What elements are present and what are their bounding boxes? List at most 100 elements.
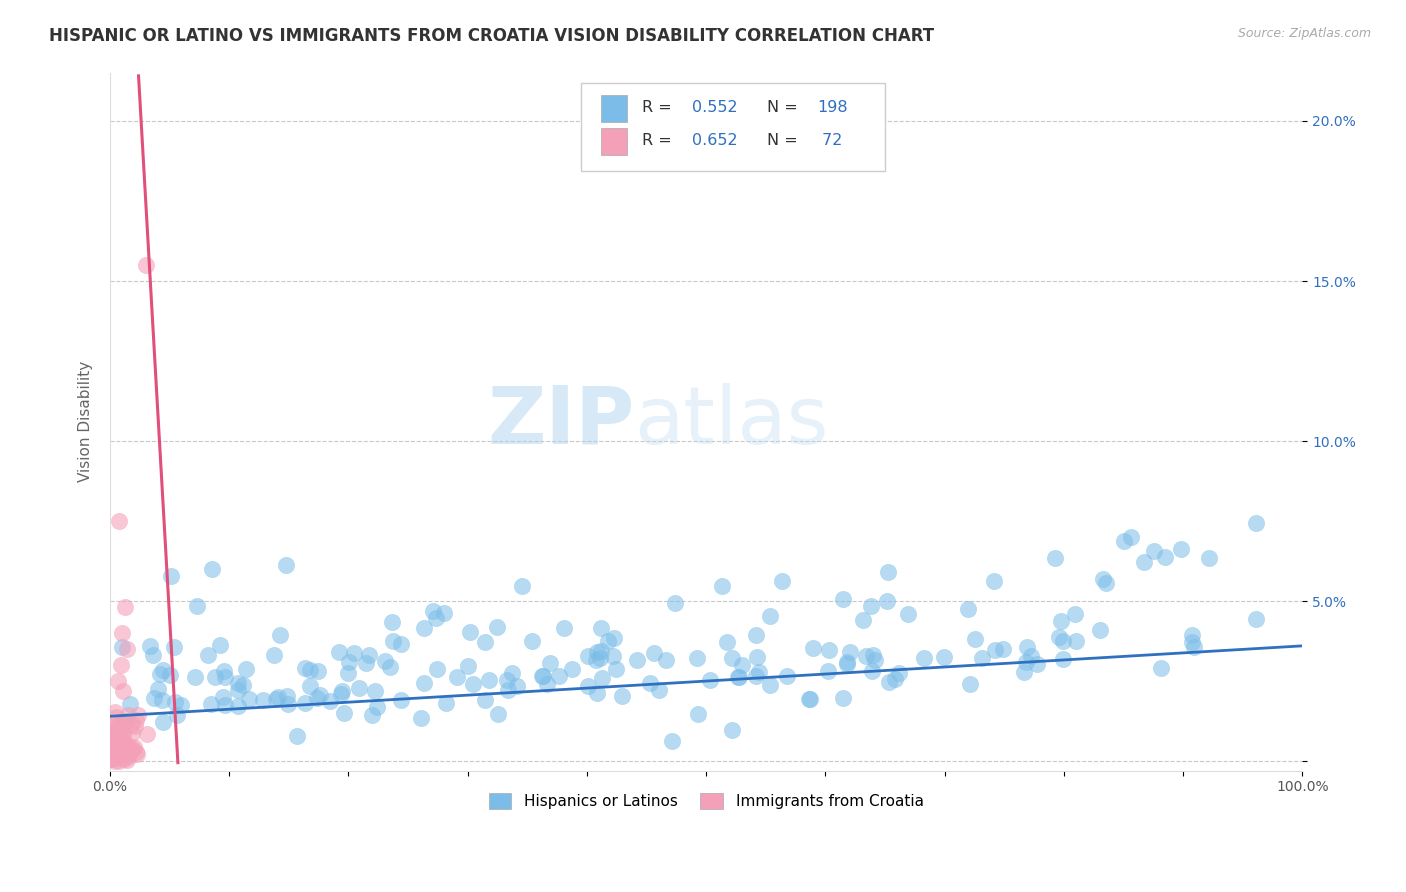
Point: [112, 683, 135, 698]
Point: [381, 615, 404, 629]
Bar: [602, 128, 627, 154]
Point: [876, 565, 898, 579]
Point: [538, 656, 561, 670]
Point: [855, 648, 877, 663]
Point: [104, 742, 127, 756]
Point: [411, 710, 433, 724]
Point: [1154, 549, 1177, 564]
Point: [818, 643, 841, 657]
Point: [127, 747, 149, 761]
Point: [685, 651, 707, 665]
Point: [547, 669, 569, 683]
Point: [118, 697, 141, 711]
Point: [101, 739, 124, 753]
Point: [200, 697, 222, 711]
Point: [115, 642, 138, 657]
Text: N =: N =: [766, 100, 803, 115]
Point: [1047, 630, 1070, 644]
Point: [299, 679, 322, 693]
Point: [100, 752, 122, 766]
Point: [235, 662, 257, 676]
Point: [330, 687, 353, 701]
Point: [832, 592, 855, 607]
Point: [360, 707, 382, 722]
Point: [374, 654, 396, 668]
Point: [100, 751, 122, 765]
Point: [263, 648, 285, 663]
Point: [883, 673, 905, 687]
Point: [643, 646, 665, 660]
Point: [501, 666, 523, 681]
Point: [1244, 516, 1267, 530]
Point: [114, 738, 136, 752]
Point: [104, 723, 127, 737]
Point: [727, 670, 749, 684]
Point: [212, 664, 235, 678]
Point: [139, 640, 162, 654]
Point: [1091, 573, 1114, 587]
Point: [586, 686, 609, 700]
Point: [366, 700, 388, 714]
Point: [105, 742, 128, 756]
Point: [897, 607, 920, 621]
Point: [381, 634, 404, 648]
Point: [1198, 551, 1220, 566]
Point: [887, 666, 910, 681]
Point: [1119, 530, 1142, 544]
Point: [1181, 635, 1204, 649]
FancyBboxPatch shape: [581, 84, 884, 170]
Point: [112, 730, 135, 744]
Point: [112, 745, 135, 759]
Point: [716, 634, 738, 648]
Point: [252, 693, 274, 707]
Point: [721, 723, 744, 737]
Point: [121, 726, 143, 740]
Point: [110, 658, 132, 673]
Point: [461, 677, 484, 691]
Point: [598, 633, 620, 648]
Point: [561, 662, 583, 676]
Point: [354, 657, 377, 671]
Point: [832, 690, 855, 705]
Point: [520, 634, 543, 648]
Point: [602, 648, 624, 663]
Point: [744, 669, 766, 683]
Point: [413, 676, 436, 690]
Point: [148, 681, 170, 696]
Point: [835, 656, 858, 670]
Point: [1088, 623, 1111, 637]
Point: [111, 626, 134, 640]
Point: [226, 675, 249, 690]
Point: [797, 691, 820, 706]
Point: [100, 746, 122, 760]
Point: [576, 679, 599, 693]
Point: [100, 727, 122, 741]
Point: [121, 741, 143, 756]
Point: [603, 631, 626, 645]
Point: [1064, 634, 1087, 648]
Point: [232, 678, 254, 692]
Point: [865, 652, 887, 666]
Point: [117, 739, 139, 754]
Text: 198: 198: [817, 100, 848, 115]
Point: [1012, 665, 1035, 679]
Point: [107, 737, 129, 751]
Point: [664, 596, 686, 610]
Point: [963, 632, 986, 646]
Point: [710, 579, 733, 593]
Point: [983, 574, 1005, 588]
Point: [115, 714, 138, 728]
Point: [276, 689, 298, 703]
Point: [434, 697, 457, 711]
Point: [121, 743, 143, 757]
Point: [135, 258, 157, 272]
Point: [238, 691, 260, 706]
Point: [433, 606, 456, 620]
Point: [101, 726, 124, 740]
Text: Source: ZipAtlas.com: Source: ZipAtlas.com: [1237, 27, 1371, 40]
Point: [125, 746, 148, 760]
Point: [143, 691, 166, 706]
Point: [112, 744, 135, 758]
Point: [294, 696, 316, 710]
Point: [201, 562, 224, 576]
